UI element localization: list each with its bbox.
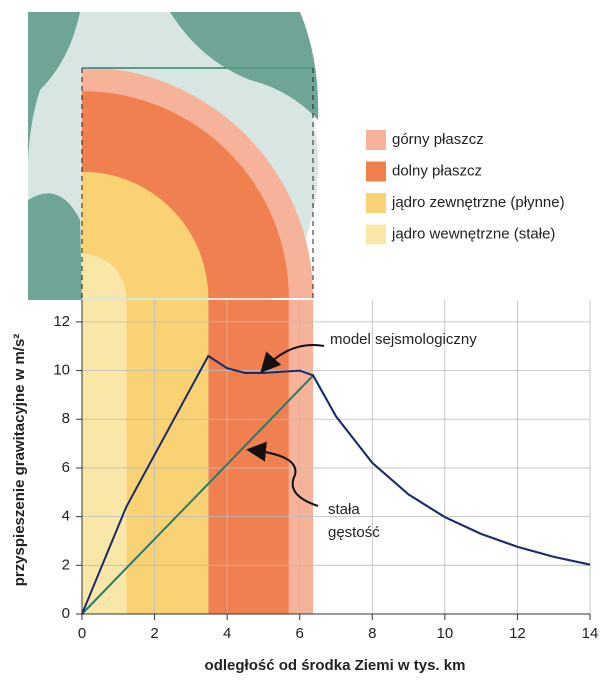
legend-label: górny płaszcz bbox=[392, 131, 484, 148]
data-line bbox=[81, 354, 591, 615]
layer-band bbox=[126, 300, 209, 614]
x-tick-label: 0 bbox=[78, 625, 86, 642]
earth-layer bbox=[82, 253, 127, 298]
legend-swatch bbox=[366, 224, 386, 245]
annotation: stała bbox=[328, 501, 360, 518]
y-axis-label: przyspieszenie grawitacyjne w m/s² bbox=[11, 334, 28, 587]
annotation: model sejsmologiczny bbox=[330, 331, 477, 348]
earth-cutaway bbox=[82, 66, 314, 299]
y-tick-label: 0 bbox=[62, 605, 70, 622]
y-tick-label: 2 bbox=[62, 556, 70, 573]
legend-swatch bbox=[366, 130, 386, 150]
y-tick-label: 6 bbox=[62, 459, 70, 476]
x-tick-label: 2 bbox=[150, 625, 158, 642]
x-tick-label: 8 bbox=[368, 625, 376, 642]
layer-band bbox=[208, 300, 289, 614]
earth-layer bbox=[82, 171, 209, 298]
annotation: gęstość bbox=[328, 524, 380, 541]
y-tick-label: 8 bbox=[62, 410, 70, 427]
x-tick-label: 14 bbox=[582, 625, 599, 642]
y-tick-label: 10 bbox=[53, 362, 70, 379]
y-tick-label: 12 bbox=[53, 313, 70, 330]
legend-swatch bbox=[366, 161, 386, 182]
x-tick-label: 10 bbox=[437, 625, 454, 642]
legend-label: jądro zewnętrzne (płynne) bbox=[391, 194, 565, 211]
y-tick-label: 4 bbox=[62, 508, 70, 525]
layer-band bbox=[288, 300, 314, 614]
legend-label: dolny płaszcz bbox=[392, 162, 482, 179]
x-tick-label: 4 bbox=[223, 625, 231, 642]
x-tick-label: 12 bbox=[509, 625, 526, 642]
legend-swatch bbox=[366, 193, 386, 213]
layer-band bbox=[82, 300, 127, 614]
x-tick-label: 6 bbox=[296, 625, 304, 642]
x-axis-label: odległość od środka Ziemi w tys. km bbox=[205, 657, 466, 674]
legend-label: jądro wewnętrzne (stałe) bbox=[391, 225, 555, 242]
annotation-arrow bbox=[246, 441, 319, 507]
annotation-arrow bbox=[260, 344, 325, 373]
